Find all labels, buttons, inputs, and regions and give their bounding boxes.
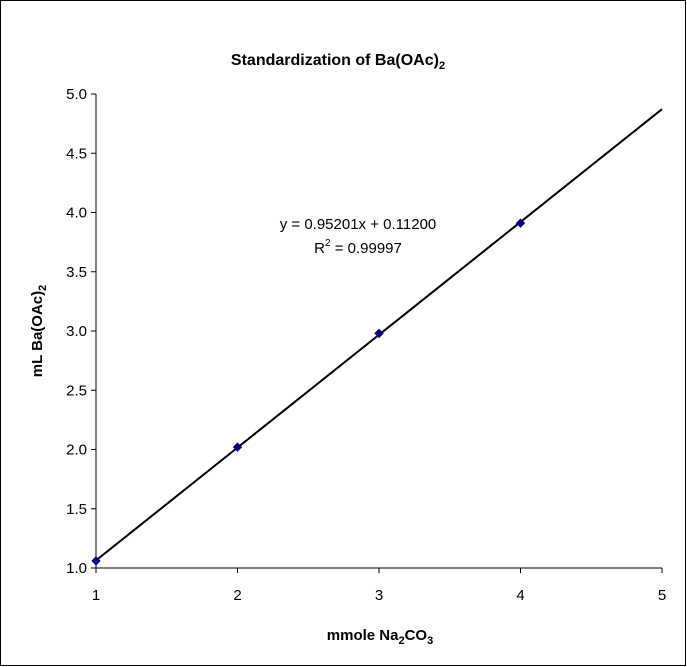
plot-area: 1.0 1.5 2.0 2.5 3.0 3.5 4.0 4.5 5.0 1 2 3 4 5: [66, 86, 666, 604]
r-squared-label: R2 = 0.99997: [314, 238, 402, 257]
trendline-equation: y = 0.95201x + 0.11200: [280, 216, 437, 233]
data-points: [91, 218, 526, 566]
x-tick-label: 4: [516, 587, 524, 604]
data-point: [515, 218, 526, 228]
y-tick-label: 1.5: [66, 501, 87, 518]
x-axis-label-subscript-1: 2: [398, 635, 404, 647]
y-tick-label: 3.5: [66, 264, 87, 281]
x-tick-label: 1: [92, 587, 100, 604]
y-tick-label: 4.0: [66, 205, 87, 222]
y-tick-label: 4.5: [66, 145, 87, 162]
y-tick-label: 5.0: [66, 86, 87, 103]
r-squared-superscript: 2: [325, 238, 331, 249]
x-axis-label-subscript-2: 3: [427, 635, 433, 647]
y-tick-label: 1.0: [66, 560, 87, 577]
y-axis-label: mL Ba(OAc)2: [29, 285, 49, 378]
y-axis-label-subscript: 2: [37, 285, 49, 291]
x-axis-label: mmole Na2CO3: [327, 627, 433, 647]
y-axis-ticks: 1.0 1.5 2.0 2.5 3.0 3.5 4.0 4.5 5.0: [66, 86, 96, 577]
data-point: [374, 328, 384, 339]
x-tick-label: 3: [375, 587, 383, 604]
y-tick-label: 2.0: [66, 442, 87, 459]
x-tick-label: 5: [658, 587, 666, 604]
chart-title-subscript: 2: [439, 60, 445, 72]
x-tick-label: 2: [233, 587, 241, 604]
y-tick-label: 3.0: [66, 323, 87, 340]
x-axis-ticks: 1 2 3 4 5: [92, 568, 666, 604]
chart-title: Standardization of Ba(OAc)2: [231, 52, 445, 72]
y-tick-label: 2.5: [66, 382, 87, 399]
data-point: [232, 442, 243, 452]
data-point: [91, 556, 101, 566]
